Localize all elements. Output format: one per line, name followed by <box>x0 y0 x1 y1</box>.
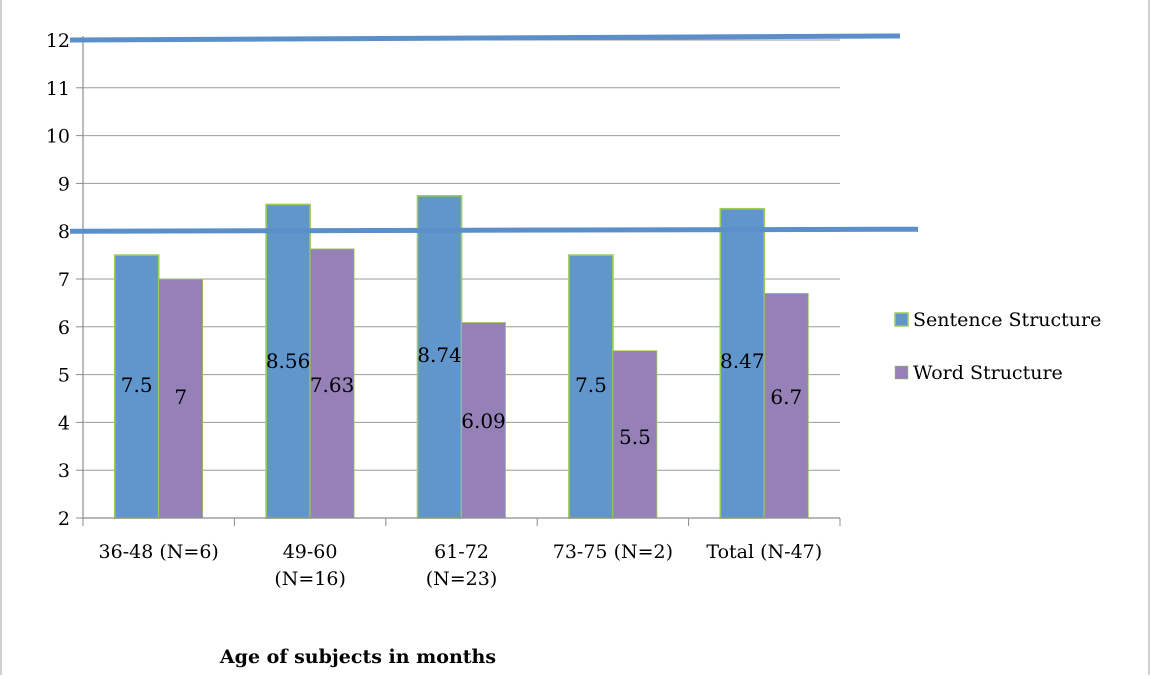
x-tick-label-line: 36-48 (N=6) <box>99 541 219 563</box>
legend-label: Word Structure <box>913 362 1063 384</box>
x-tick-label-line: Total (N-47) <box>706 541 822 563</box>
legend: Sentence Structure Word Structure <box>894 309 1101 384</box>
x-tick-label-line: 73-75 (N=2) <box>553 541 673 563</box>
axes: 2 3 4 5 6 7 8 9 10 11 12 36-48 (N=6) 49-60 (N=16) 61-7… <box>46 30 841 590</box>
x-tick-label-line: (N=16) <box>274 568 346 590</box>
legend-swatch <box>894 312 909 327</box>
y-tick-label: 8 <box>58 221 70 243</box>
data-label: 6.7 <box>770 385 802 409</box>
x-tick-label: 36-48 (N=6) <box>99 541 219 563</box>
x-tick-label: Total (N-47) <box>706 541 822 563</box>
bar-word-structure <box>158 278 204 519</box>
y-tick-label: 4 <box>58 412 70 434</box>
y-tick-label: 2 <box>58 508 70 530</box>
x-tick-label: 61-72 (N=23) <box>426 541 498 590</box>
bars <box>113 195 809 519</box>
bar-sentence-structure <box>416 195 463 519</box>
legend-swatch <box>894 365 909 380</box>
y-tick-label: 9 <box>58 173 70 195</box>
bar-word-structure <box>612 350 658 519</box>
data-label: 8.47 <box>720 349 765 373</box>
bar-word-structure <box>461 322 506 519</box>
y-tick-label: 11 <box>46 78 70 100</box>
bar-word-structure <box>763 292 809 519</box>
x-tick-label: 49-60 (N=16) <box>274 541 346 590</box>
y-tick-label: 10 <box>46 126 70 148</box>
y-tick-label: 6 <box>58 317 70 339</box>
x-tick-label-line: 49-60 <box>283 541 338 563</box>
data-label: 7 <box>174 385 187 409</box>
data-label: 8.74 <box>417 343 462 367</box>
x-axis-title: Age of subjects in months <box>219 646 496 668</box>
legend-label: Sentence Structure <box>913 309 1101 331</box>
bar-sentence-structure <box>568 254 614 519</box>
y-tick-label: 5 <box>58 365 70 387</box>
data-label: 7.5 <box>121 373 153 397</box>
y-tick-label: 3 <box>58 460 70 482</box>
bar-sentence-structure <box>113 254 160 519</box>
x-tick-label-line: (N=23) <box>426 568 498 590</box>
x-tick-label-line: 61-72 <box>434 541 489 563</box>
y-tick-label: 7 <box>58 269 70 291</box>
reference-line <box>69 33 901 43</box>
data-label: 6.09 <box>461 409 506 433</box>
reference-lines <box>69 33 919 234</box>
data-label: 8.56 <box>266 349 311 373</box>
data-labels: 7.5 8.56 8.74 7.5 8.47 7 7.63 6.09 5.5 6.7 <box>121 343 802 449</box>
reference-line <box>69 226 919 234</box>
x-tick-label: 73-75 (N=2) <box>553 541 673 563</box>
data-label: 7.5 <box>575 373 607 397</box>
data-label: 7.63 <box>310 373 355 397</box>
bar-word-structure <box>309 248 355 519</box>
y-tick-label: 12 <box>46 30 70 52</box>
data-label: 5.5 <box>619 425 651 449</box>
